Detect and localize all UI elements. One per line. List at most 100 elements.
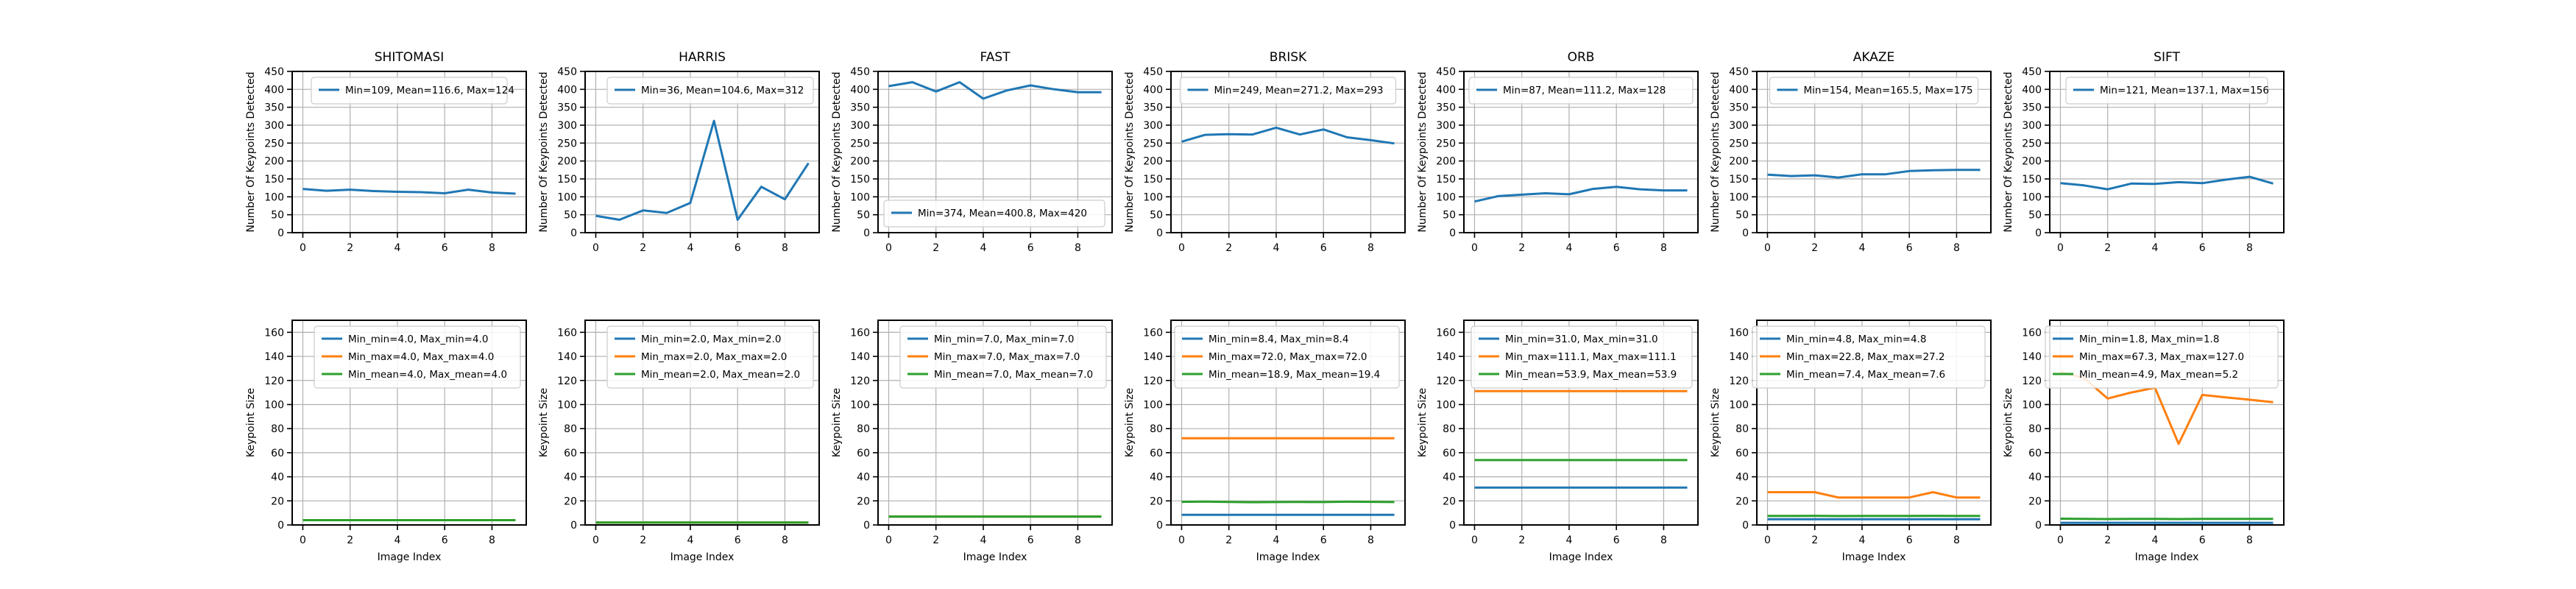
- x-axis-label: Image Index: [1549, 551, 1613, 563]
- legend-box: [606, 77, 814, 105]
- y-tick-label: 0: [1742, 228, 1749, 239]
- legend-entry: Min_mean=53.9, Max_mean=53.9: [1505, 369, 1677, 381]
- subplot-title: ORB: [1568, 50, 1595, 65]
- legend: Min_min=4.0, Max_min=4.0 Min_max=4.0, Max…: [314, 325, 521, 389]
- series-line-3: [2060, 518, 2274, 521]
- y-tick-label: 50: [1735, 210, 1749, 222]
- y-tick-label: 140: [1436, 351, 1456, 363]
- y-tick-label: 0: [1742, 520, 1749, 532]
- x-tick-label: 2: [2104, 242, 2111, 254]
- y-tick-label: 100: [2022, 399, 2042, 411]
- y-tick-label: 120: [1143, 375, 1163, 387]
- legend-entry: Min_min=4.8, Max_min=4.8: [1786, 334, 1926, 345]
- x-tick-label: 6: [1906, 535, 1913, 546]
- legend: Min=87, Mean=111.2, Max=128: [1468, 77, 1694, 105]
- y-tick-label: 300: [557, 120, 577, 132]
- y-tick-label: 0: [863, 520, 870, 532]
- x-tick-label: 2: [1225, 242, 1232, 254]
- axes-frame: [1170, 71, 1406, 233]
- y-tick-label: 200: [2022, 156, 2042, 168]
- y-tick-label: 0: [277, 228, 284, 239]
- x-tick-label: 8: [489, 535, 495, 546]
- y-axis-label: Number Of Keypoints Detected: [1124, 71, 1136, 232]
- y-tick-label: 250: [557, 138, 577, 149]
- y-tick-label: 250: [1729, 138, 1749, 149]
- y-tick-label: 50: [1150, 210, 1163, 222]
- y-tick-label: 300: [850, 120, 870, 132]
- legend-entry: Min_min=31.0, Max_min=31.0: [1505, 334, 1658, 345]
- x-tick-label: 0: [885, 242, 892, 254]
- y-tick-label: 400: [850, 84, 870, 96]
- y-tick-label: 140: [1729, 351, 1749, 363]
- x-tick-label: 6: [735, 242, 741, 254]
- y-tick-label: 450: [557, 66, 577, 78]
- y-axis-label: Keypoint Size: [1710, 388, 1722, 457]
- y-tick-label: 150: [557, 174, 577, 186]
- x-tick-label: 2: [2104, 535, 2111, 546]
- y-tick-label: 200: [1436, 156, 1456, 168]
- legend-entry: Min_mean=7.0, Max_mean=7.0: [934, 369, 1093, 381]
- y-tick-label: 100: [2022, 191, 2042, 203]
- x-tick-label: 6: [1613, 242, 1620, 254]
- y-tick-label: 160: [264, 327, 284, 339]
- y-tick-label: 100: [1143, 399, 1163, 411]
- axes-frame: [877, 71, 1113, 233]
- legend-entry: Min_max=4.0, Max_max=4.0: [348, 351, 494, 363]
- axes-frame: [2049, 320, 2285, 526]
- y-axis-label: Keypoint Size: [538, 388, 550, 457]
- legend-entry: Min_max=7.0, Max_max=7.0: [934, 351, 1080, 363]
- series-line-3: [1181, 500, 1395, 504]
- y-tick-label: 150: [1436, 174, 1456, 186]
- y-tick-label: 140: [850, 351, 870, 363]
- legend-entry: Min=249, Mean=271.2, Max=293: [1214, 85, 1384, 96]
- y-tick-label: 400: [1729, 84, 1749, 96]
- series-line-1: [302, 188, 516, 195]
- x-tick-label: 6: [1320, 535, 1327, 546]
- y-tick-label: 20: [1443, 495, 1456, 507]
- x-tick-label: 0: [885, 535, 892, 546]
- x-tick-label: 8: [1367, 242, 1374, 254]
- x-tick-label: 2: [347, 535, 353, 546]
- legend-entry: Min_min=7.0, Max_min=7.0: [934, 334, 1074, 345]
- y-tick-label: 450: [1143, 66, 1163, 78]
- axes-frame: [877, 320, 1113, 526]
- y-tick-label: 0: [1449, 228, 1456, 239]
- y-tick-label: 150: [2022, 174, 2042, 186]
- x-axis-label: Image Index: [1842, 551, 1906, 563]
- y-tick-label: 200: [557, 156, 577, 168]
- y-axis-label: Number Of Keypoints Detected: [831, 71, 843, 232]
- x-tick-label: 6: [735, 535, 741, 546]
- axes-frame: [1463, 71, 1699, 233]
- x-tick-label: 0: [2057, 535, 2064, 546]
- legend-entry: Min_max=2.0, Max_max=2.0: [641, 351, 787, 363]
- legend-entry: Min_min=1.8, Max_min=1.8: [2079, 334, 2219, 345]
- legend-entry: Min_min=2.0, Max_min=2.0: [641, 334, 781, 345]
- y-tick-label: 120: [264, 375, 284, 387]
- y-tick-label: 60: [2028, 448, 2042, 459]
- x-tick-label: 2: [640, 242, 646, 254]
- y-tick-label: 20: [857, 495, 870, 507]
- x-tick-label: 8: [1660, 535, 1667, 546]
- x-tick-label: 2: [933, 535, 939, 546]
- subplot-keypoint-count-5: 0 2 4 6 8 0 50 100 150 200 250 300 350 400 450 ORB Numbe…: [1417, 50, 1699, 254]
- x-tick-label: 6: [1906, 242, 1913, 254]
- y-tick-label: 140: [1143, 351, 1163, 363]
- x-tick-label: 0: [1178, 242, 1185, 254]
- x-tick-label: 2: [640, 535, 646, 546]
- y-tick-label: 120: [850, 375, 870, 387]
- y-axis-label: Keypoint Size: [2003, 388, 2014, 457]
- legend: Min_min=31.0, Max_min=31.0 Min_max=111.1,…: [1471, 325, 1693, 389]
- y-tick-label: 350: [557, 102, 577, 114]
- axes-frame: [291, 71, 527, 233]
- y-tick-label: 450: [1436, 66, 1456, 78]
- x-tick-label: 4: [980, 242, 986, 254]
- y-tick-label: 40: [1443, 472, 1456, 484]
- legend: Min=154, Mean=165.5, Max=175: [1769, 77, 1979, 105]
- subplot-keypoint-count-6: 0 2 4 6 8 0 50 100 150 200 250 300 350 400 450 AKAZE Num…: [1710, 50, 1992, 254]
- x-tick-label: 0: [300, 535, 306, 546]
- subplot-keypoint-count-2: 0 2 4 6 8 0 50 100 150 200 250 300 350 400 450 HARRIS Nu…: [538, 50, 820, 254]
- y-tick-label: 350: [1436, 102, 1456, 114]
